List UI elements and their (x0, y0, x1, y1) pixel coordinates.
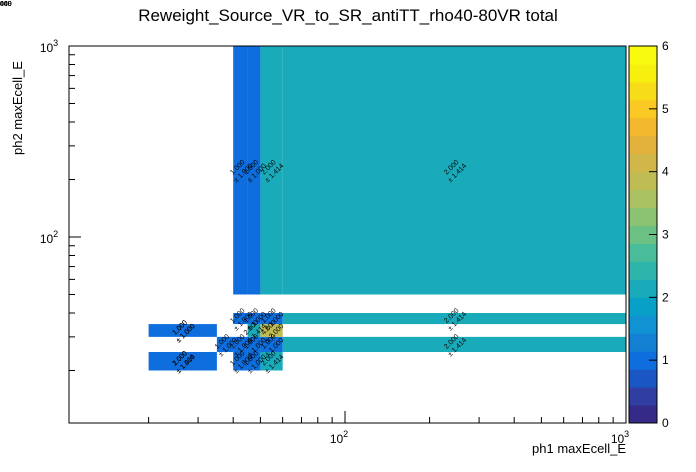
heatmap-cell (282, 336, 626, 352)
palette-swatch (629, 189, 657, 209)
cell-error: ± 2.000 (0, 1, 12, 8)
heatmap-cell (247, 324, 261, 337)
x-axis-label: ph1 maxEcell_E (532, 441, 626, 456)
palette-swatch (629, 117, 657, 137)
palette-swatch (629, 315, 657, 334)
palette-swatch (629, 225, 657, 244)
y-tick-exponent: 2 (53, 229, 58, 239)
heatmap-cell (260, 313, 283, 325)
cell-value-label: 2.000± 1.414 (443, 307, 468, 332)
cell-value-label: 1.000± 1.000 (0, 1, 12, 8)
x-tick-label: 102 (330, 429, 348, 446)
cell-value-label: 4.000± 2.000 (0, 1, 12, 8)
cell-value-label: 6.000± 2.449 (0, 1, 12, 8)
palette-swatch (629, 153, 657, 173)
cell-error: ± 2.449 (0, 1, 12, 8)
palette-swatch (629, 99, 657, 119)
cells-layer (148, 46, 626, 371)
heatmap-cell (148, 351, 217, 371)
palette-swatch (629, 387, 657, 406)
palette-tick-label: 6 (662, 39, 669, 53)
palette-swatch (629, 261, 657, 280)
plot-frame (68, 45, 627, 424)
palette-swatch (629, 135, 657, 155)
cell-error: ± 1.000 (0, 1, 12, 8)
heatmap-cell (233, 313, 248, 325)
palette-swatch (629, 81, 657, 101)
palette-swatch (629, 405, 657, 424)
palette-tick-label: 3 (662, 228, 669, 242)
heatmap-cell (216, 336, 234, 352)
heatmap-cell (233, 336, 248, 352)
y-tick-exponent: 3 (53, 38, 58, 48)
palette-swatch (629, 207, 657, 227)
palette-swatch (629, 297, 657, 316)
x-tick-exponent: 3 (624, 429, 629, 439)
heatmap-cell (233, 46, 248, 295)
heatmap-cell (282, 313, 626, 325)
palette-tick-label: 5 (662, 102, 669, 116)
x-tick-exponent: 2 (343, 429, 348, 439)
cell-value-label: 4.000± 2.000 (0, 1, 12, 8)
cell-error: ± 2.449 (0, 1, 12, 8)
palette-tick-label: 0 (662, 416, 669, 430)
heatmap-cell (247, 351, 261, 371)
palette-swatch (629, 351, 657, 370)
heatmap-cell (247, 46, 261, 295)
x-tick-label: 103 (611, 429, 629, 446)
color-palette: 0 1 2 3 4 5 6 (628, 39, 669, 430)
y-tick-label: 102 (40, 229, 58, 246)
heatmap-cell (260, 351, 283, 371)
heatmap-cell (260, 336, 283, 352)
cell-value-label: 1.000± 1.000 (172, 319, 197, 344)
heatmap-cell (148, 324, 217, 337)
heatmap-cell (260, 46, 283, 295)
chart-title: Reweight_Source_VR_to_SR_antiTT_rho40-80… (138, 6, 558, 25)
cell-error: ± 2.000 (0, 1, 12, 8)
palette-tick-label: 4 (662, 165, 669, 179)
palette-swatch (629, 279, 657, 298)
palette-swatch (629, 171, 657, 191)
y-tick-label: 103 (40, 38, 58, 55)
palette-tick-label: 1 (662, 353, 669, 367)
palette-swatch (629, 63, 657, 83)
palette-swatch (629, 243, 657, 262)
heatmap-cell (247, 336, 261, 352)
heatmap-cell (233, 351, 248, 371)
heatmap-cell (260, 324, 283, 337)
cell-value-label: 6.000± 2.449 (0, 1, 12, 8)
heatmap-cell (247, 313, 261, 325)
cell-value-label: 2.000± 1.414 (443, 333, 468, 358)
palette-swatch (629, 333, 657, 352)
palette-swatch (629, 369, 657, 388)
heatmap-cell (282, 46, 626, 295)
palette-swatch (629, 46, 657, 65)
palette-tick-label: 2 (662, 290, 669, 304)
